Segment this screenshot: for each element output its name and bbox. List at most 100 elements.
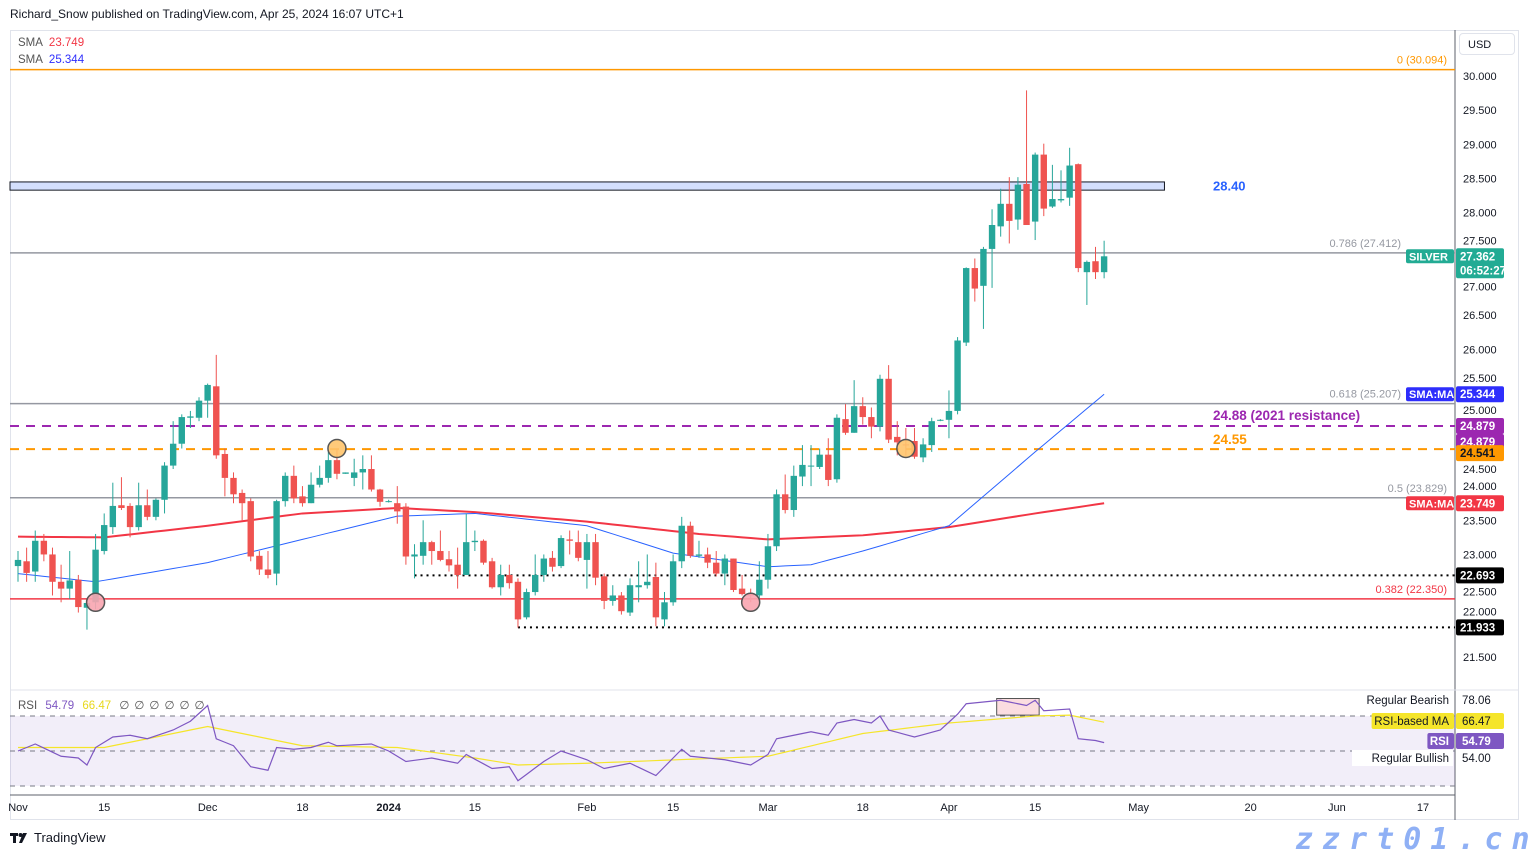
zone-label: 28.40: [1213, 178, 1246, 193]
currency-button[interactable]: USD: [1459, 33, 1515, 55]
sma-slow-legend[interactable]: SMA 23.749: [18, 35, 84, 52]
candle-body: [868, 417, 875, 427]
candle: [687, 521, 694, 558]
candle: [480, 539, 487, 565]
sma-fast-legend[interactable]: SMA 25.344: [18, 52, 84, 69]
candle-body: [1049, 199, 1056, 207]
candle-body: [247, 501, 254, 557]
candle: [781, 474, 789, 514]
candle: [575, 530, 582, 562]
candle: [825, 438, 832, 487]
rsi-extra: ∅: [164, 700, 175, 712]
candle-body: [144, 505, 151, 517]
price-tick-label: 26.500: [1463, 310, 1497, 322]
candle: [833, 414, 841, 483]
level-label: 24.55: [1213, 432, 1247, 447]
candle-body: [282, 475, 289, 502]
candle-body: [40, 540, 48, 555]
rsi-axis-value: 54.00: [1462, 753, 1491, 765]
candle: [40, 533, 48, 562]
candle: [600, 573, 608, 610]
axis-price-tag-text: 27.362: [1460, 251, 1495, 263]
candle-body: [118, 505, 125, 508]
candle: [342, 472, 349, 474]
candle-body: [238, 492, 246, 504]
candle: [325, 451, 332, 483]
candle-body: [626, 585, 634, 613]
candle-body: [833, 417, 841, 480]
candle-body: [730, 558, 737, 590]
candle: [256, 551, 263, 575]
candle: [368, 455, 375, 492]
axis-price-tag: [1456, 567, 1504, 584]
candle-body: [1075, 164, 1082, 269]
highlight-circle-marker: [327, 438, 347, 459]
candle: [411, 544, 418, 579]
watermark: zzrt01.cn: [1295, 822, 1529, 857]
candle: [14, 551, 22, 582]
candle-body: [57, 581, 65, 589]
candle: [135, 482, 142, 531]
candle-body: [738, 588, 746, 595]
candle: [187, 410, 194, 429]
candle-body: [187, 416, 194, 418]
candle: [488, 557, 496, 589]
axis-price-tag: [1456, 418, 1504, 435]
candle-body: [635, 585, 642, 588]
candle-body: [1100, 256, 1108, 273]
candle-body: [463, 542, 470, 575]
candle-body: [988, 225, 996, 249]
candle: [799, 445, 806, 487]
candle: [988, 209, 996, 288]
axis-label-tag: [1406, 249, 1454, 264]
candle: [738, 574, 746, 596]
chart-frame: [10, 30, 1519, 820]
candle: [1083, 260, 1091, 305]
candle-body: [204, 384, 211, 401]
rsi-axis-tag: [1456, 713, 1504, 729]
candle-body: [14, 559, 22, 567]
candle-body: [480, 540, 487, 563]
candle-body: [178, 417, 185, 444]
candle-body: [807, 465, 815, 467]
candle-body: [687, 525, 694, 556]
candle-body: [764, 546, 772, 580]
rsi-axis-label-tag: [1371, 713, 1454, 729]
candle: [273, 499, 280, 586]
candle: [618, 592, 625, 615]
candle-body: [342, 472, 349, 474]
candle: [1092, 246, 1099, 279]
candle: [230, 472, 237, 504]
candle-body: [437, 551, 444, 560]
candle: [816, 448, 823, 470]
highlight-circle-marker: [896, 438, 916, 459]
candle: [540, 554, 548, 582]
axis-label-tag: [1406, 496, 1454, 511]
axis-price-tag-text: 22.693: [1460, 570, 1495, 582]
time-tick-label: May: [1128, 802, 1149, 814]
candle: [790, 465, 797, 517]
candle: [32, 530, 39, 582]
rsi-axis-tag: [1456, 733, 1504, 749]
rsi-extra: ∅: [194, 700, 205, 712]
rsi-legend[interactable]: RSI 54.79 66.47 ∅ ∅ ∅ ∅ ∅ ∅: [18, 698, 210, 712]
level-label: 24.88 (2021 resistance): [1213, 408, 1360, 423]
candle-body: [32, 540, 39, 572]
candle-body: [299, 496, 306, 504]
candle-body: [75, 579, 82, 608]
candle: [514, 578, 522, 628]
candle-body: [350, 472, 358, 478]
candle: [669, 554, 677, 606]
candle-body: [963, 268, 970, 343]
candle: [385, 499, 392, 503]
candle-body: [583, 542, 591, 560]
candle-body: [721, 558, 729, 574]
candle: [506, 564, 513, 589]
candle-body: [618, 595, 625, 612]
rsi-extra: ∅: [149, 700, 160, 712]
candle-body: [997, 203, 1004, 227]
candle: [971, 258, 979, 302]
candle-body: [256, 555, 263, 570]
candle: [773, 489, 780, 552]
